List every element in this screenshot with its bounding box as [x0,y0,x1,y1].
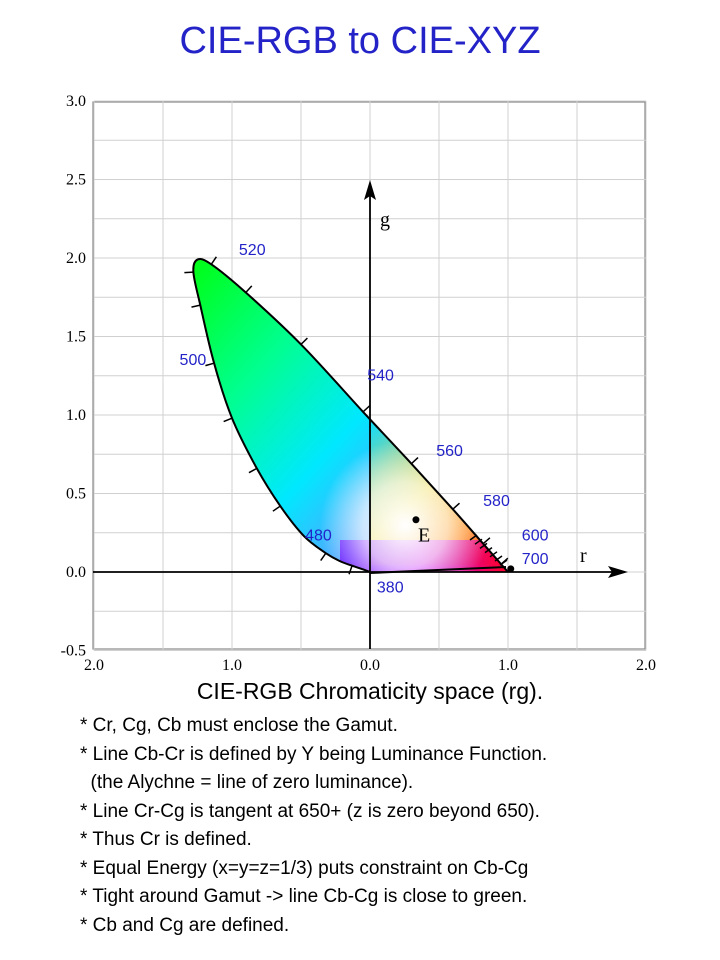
y-tick-label: 2.5 [66,172,86,189]
locus-tick [184,271,194,274]
x-tick-label: 0.0 [360,657,380,674]
locus-tick [300,337,308,345]
r-axis-label: r [580,545,587,567]
x-tick-label: 2.0 [84,657,104,674]
locus-tick [245,285,253,294]
points: E [412,516,515,573]
wavelength-label: 560 [436,443,463,460]
x-tick-label: 2.0 [636,657,656,674]
locus-tick [191,304,201,308]
point-marker [412,516,420,524]
point-label: E [418,525,430,547]
y-tick-label: 1.0 [66,407,86,424]
locus-tick [482,537,491,545]
locus-tick [410,457,419,465]
notes-list: * Cr, Cg, Cb must enclose the Gamut. * L… [80,712,547,940]
page-title: CIE-RGB to CIE-XYZ [179,20,541,62]
locus-tick [494,555,503,562]
wavelength-label: 480 [305,528,332,545]
wavelength-labels: 380 480 500 520 540 560 580 600 700 [180,242,549,597]
note-item: * Line Cr-Cg is tangent at 650+ (z is ze… [80,800,540,822]
locus-tick [452,502,461,510]
locus-tick [474,538,483,545]
wavelength-label: 500 [180,352,207,369]
y-tick-label: -0.5 [61,643,86,660]
note-item: * Cr, Cg, Cb must enclose the Gamut. [80,715,398,736]
note-item: * Equal Energy (x=y=z=1/3) puts constrai… [80,857,529,879]
locus-tick [484,546,493,554]
x-tick-label: 1.0 [498,657,518,674]
y-tick-label: 2.0 [66,250,86,267]
g-axis-arrow [364,180,376,200]
y-tick-label: 3.0 [66,93,86,110]
y-tick-label: 0.5 [66,486,86,503]
y-tick-labels: -0.5 0.0 0.5 1.0 1.5 2.0 2.5 3.0 [61,93,86,660]
locus-tick [479,542,488,550]
wavelength-label: 600 [522,528,549,545]
note-item: * Tight around Gamut -> line Cb-Cg is cl… [80,886,528,907]
wavelength-label: 520 [239,242,266,259]
chart-caption: CIE-RGB Chromaticity space (rg). [196,678,544,704]
locus-tick [489,551,498,558]
y-tick-label: 0.0 [66,564,86,581]
locus-tick [469,534,478,541]
locus-tick [223,417,233,423]
wavelength-label: 580 [483,493,510,510]
x-tick-labels: 2.0 1.0 0.0 1.0 2.0 [84,657,656,674]
x-tick-label: 1.0 [222,657,242,674]
y-tick-label: 1.5 [66,329,86,346]
red-end-marker [507,565,515,573]
wavelength-label: 540 [367,367,394,384]
wavelength-label: 380 [377,579,404,596]
note-item: * Line Cb-Cr is defined by Y being Lumin… [80,743,548,765]
note-item: * Cb and Cg are defined. [80,914,290,936]
r-axis-arrow [608,566,628,578]
locus-tick [320,552,327,561]
wavelength-ticks [184,256,509,575]
locus-tick [499,559,508,566]
locus-tick [272,505,281,512]
wavelength-label: 700 [522,551,549,568]
g-axis-label: g [380,209,390,231]
locus-tick [248,467,258,474]
chromaticity-chart: r g -0.5 0.0 0.5 1.0 1.5 2.0 2.5 3.0 2.0 1.0 0.0 1… [61,93,656,674]
note-item: * Thus Cr is defined. [80,829,252,850]
note-item: (the Alychne = line of zero luminance). [80,772,414,793]
locus-tick [362,405,371,413]
locus-tick [205,362,215,367]
spectral-locus [192,258,509,573]
locus-tick [210,256,217,265]
